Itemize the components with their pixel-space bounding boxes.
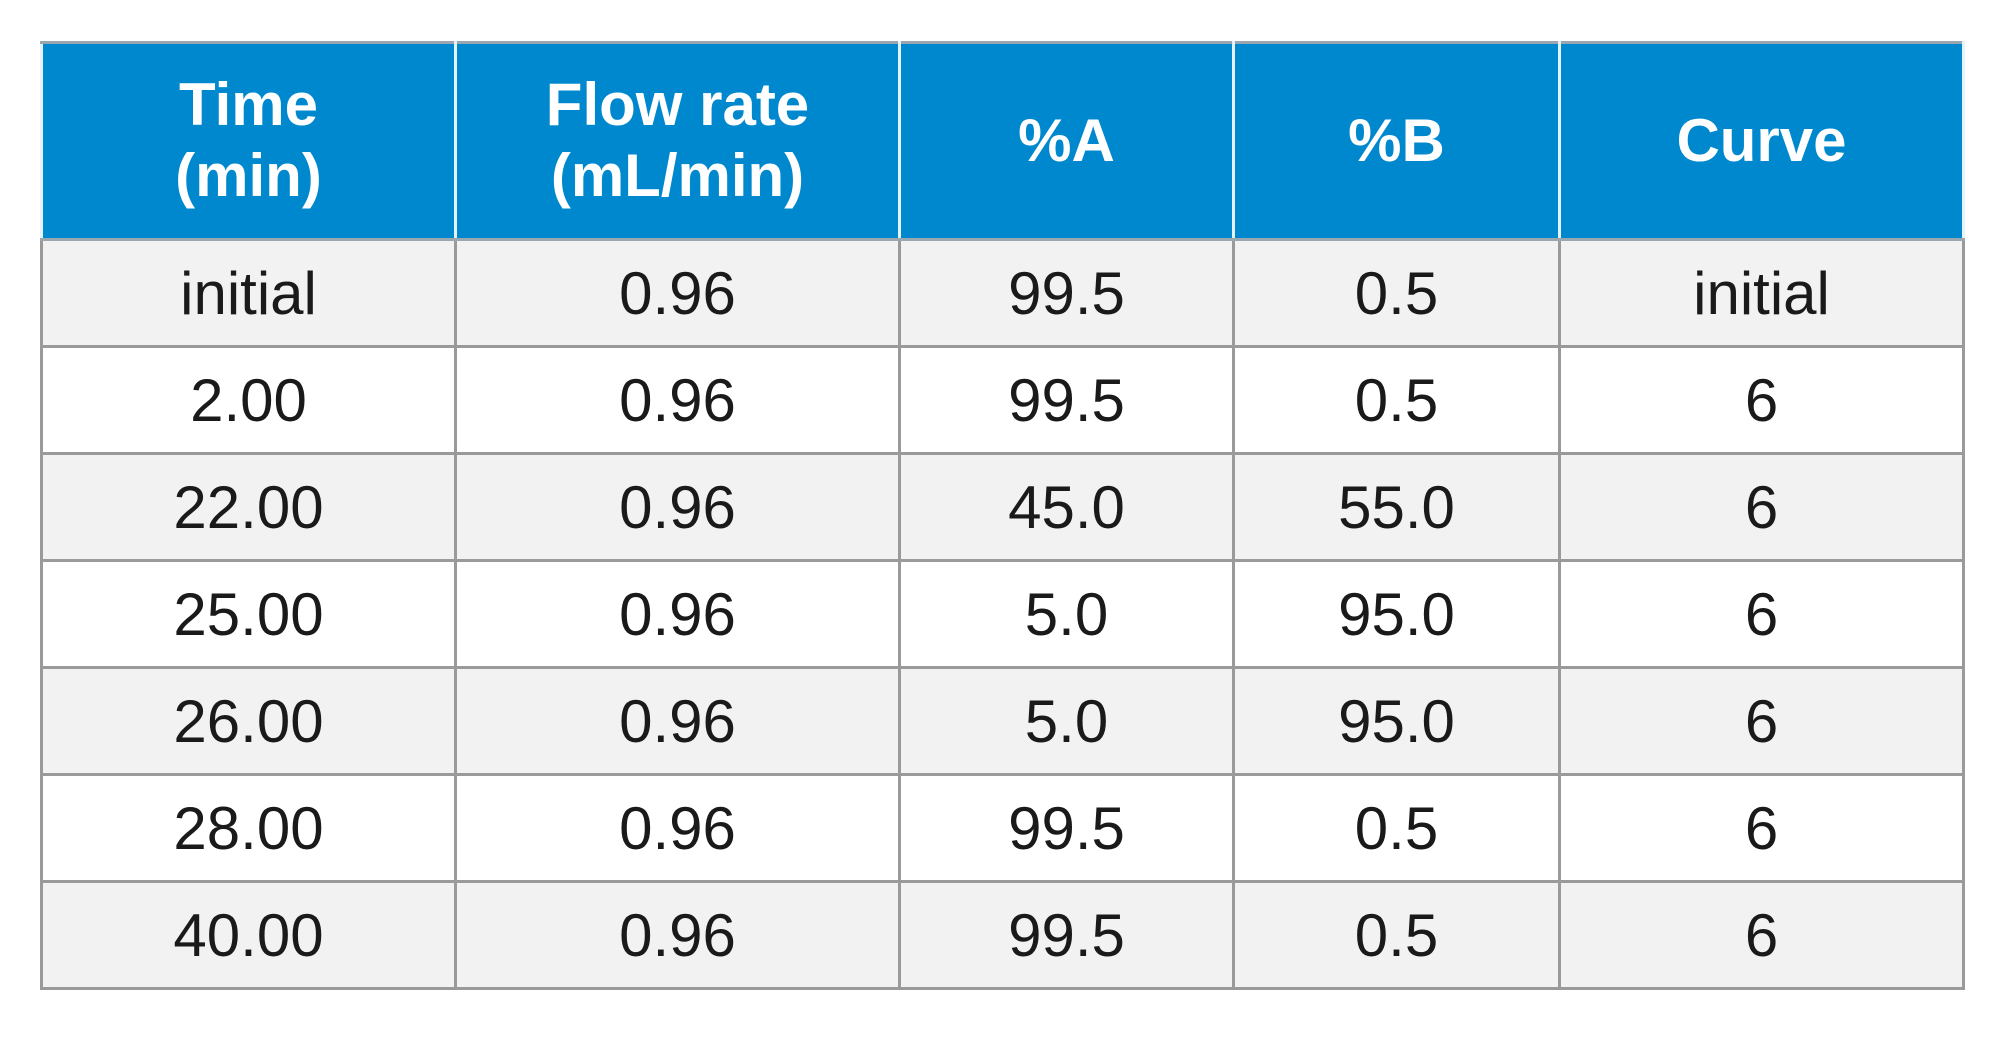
cell-percent-a: 99.5: [898, 345, 1235, 455]
header-percent-b: %B: [1232, 41, 1561, 241]
table-header-row: Time (min) Flow rate (mL/min) %A %B Curv…: [40, 41, 1965, 241]
cell-percent-b: 95.0: [1232, 559, 1561, 669]
cell-flow-rate: 0.96: [454, 238, 901, 348]
cell-time: 22.00: [40, 452, 457, 562]
table-row: initial 0.96 99.5 0.5 initial: [40, 238, 1965, 348]
cell-curve: 6: [1558, 559, 1965, 669]
cell-curve: 6: [1558, 880, 1965, 990]
cell-percent-a: 5.0: [898, 666, 1235, 776]
cell-percent-b: 95.0: [1232, 666, 1561, 776]
header-percent-a-label: %A: [1018, 106, 1115, 174]
cell-flow-rate: 0.96: [454, 345, 901, 455]
cell-percent-b: 0.5: [1232, 880, 1561, 990]
cell-flow-rate: 0.96: [454, 666, 901, 776]
cell-curve: 6: [1558, 773, 1965, 883]
header-curve: Curve: [1558, 41, 1965, 241]
cell-time: 25.00: [40, 559, 457, 669]
header-percent-a: %A: [898, 41, 1235, 241]
cell-time: 40.00: [40, 880, 457, 990]
cell-curve: initial: [1558, 238, 1965, 348]
table-row: 28.00 0.96 99.5 0.5 6: [40, 773, 1965, 883]
table-row: 40.00 0.96 99.5 0.5 6: [40, 880, 1965, 990]
cell-time: 28.00: [40, 773, 457, 883]
header-time-line2: (min): [175, 142, 322, 209]
cell-percent-a: 99.5: [898, 238, 1235, 348]
cell-percent-a: 99.5: [898, 773, 1235, 883]
table-row: 2.00 0.96 99.5 0.5 6: [40, 345, 1965, 455]
cell-flow-rate: 0.96: [454, 559, 901, 669]
cell-percent-a: 5.0: [898, 559, 1235, 669]
table-row: 26.00 0.96 5.0 95.0 6: [40, 666, 1965, 776]
cell-percent-b: 0.5: [1232, 238, 1561, 348]
header-flow-rate: Flow rate (mL/min): [454, 41, 901, 241]
cell-percent-b: 55.0: [1232, 452, 1561, 562]
cell-curve: 6: [1558, 452, 1965, 562]
cell-percent-b: 0.5: [1232, 345, 1561, 455]
cell-curve: 6: [1558, 666, 1965, 776]
header-curve-label: Curve: [1676, 106, 1847, 174]
gradient-table-container: Time (min) Flow rate (mL/min) %A %B Curv…: [40, 41, 1965, 990]
table-row: 25.00 0.96 5.0 95.0 6: [40, 559, 1965, 669]
header-flow-rate-line1: Flow rate: [545, 71, 810, 139]
cell-time: 2.00: [40, 345, 457, 455]
cell-time: 26.00: [40, 666, 457, 776]
cell-percent-a: 45.0: [898, 452, 1235, 562]
header-percent-b-label: %B: [1348, 106, 1445, 174]
header-time: Time (min): [40, 41, 457, 241]
cell-percent-b: 0.5: [1232, 773, 1561, 883]
gradient-table: Time (min) Flow rate (mL/min) %A %B Curv…: [40, 41, 1965, 990]
cell-flow-rate: 0.96: [454, 880, 901, 990]
cell-percent-a: 99.5: [898, 880, 1235, 990]
cell-flow-rate: 0.96: [454, 773, 901, 883]
table-row: 22.00 0.96 45.0 55.0 6: [40, 452, 1965, 562]
cell-flow-rate: 0.96: [454, 452, 901, 562]
cell-time: initial: [40, 238, 457, 348]
cell-curve: 6: [1558, 345, 1965, 455]
header-time-line1: Time: [179, 71, 318, 139]
header-flow-rate-line2: (mL/min): [550, 142, 805, 209]
